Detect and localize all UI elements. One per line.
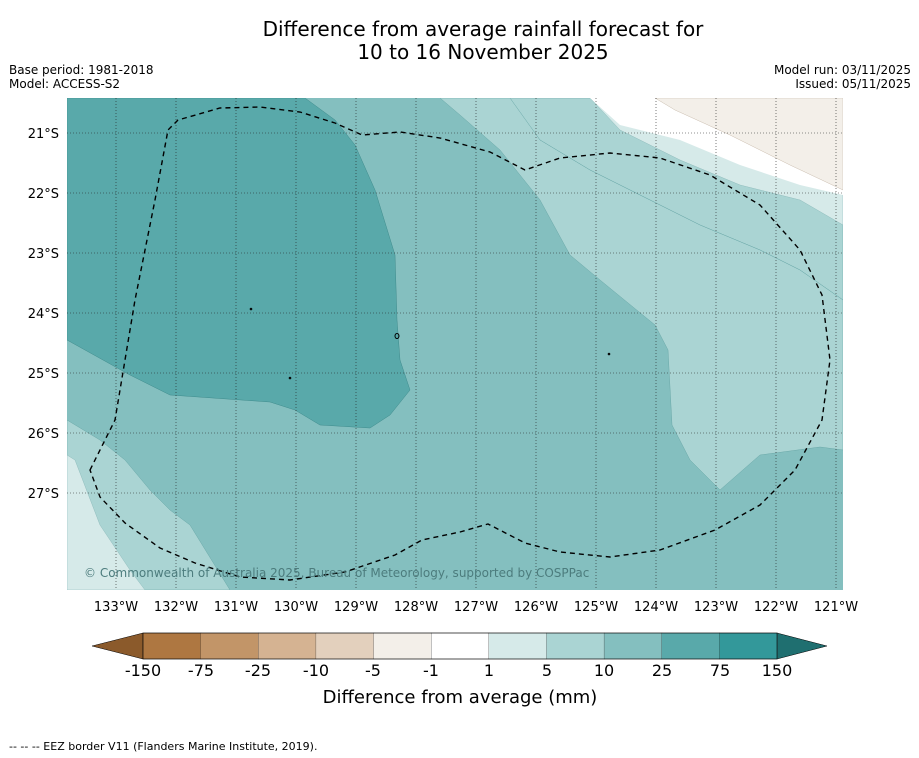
lat-label: 24°S [28,307,59,322]
colorbar-swatch [142,632,202,660]
lat-label: 22°S [28,187,59,202]
chart-title: Difference from average rainfall forecas… [0,18,919,64]
island-marker [288,376,292,380]
band-25-75 [67,98,411,429]
lon-label: 133°W [94,600,138,615]
lat-label: 21°S [28,127,59,142]
title-line-2: 10 to 16 November 2025 [357,40,609,64]
colorbar-outline [142,632,778,660]
model-run-text: Model run: 03/11/2025 [773,63,911,77]
lon-label: 128°W [394,600,438,615]
copyright-notice: © Commonwealth of Australia 2025, Bureau… [84,566,589,580]
lon-label: 130°W [274,600,318,615]
band-5-10-east [439,98,843,491]
colorbar-swatch [315,632,375,660]
colorbar-tick: -10 [303,661,329,680]
lon-label: 124°W [634,600,678,615]
colorbar-ticks: -150 -75 -25 -10 -5 -1 1 5 10 25 75 150 [125,661,792,680]
colorbar-label: Difference from average (mm) [323,687,598,708]
colorbar-swatch [373,632,432,660]
lat-label: 23°S [28,247,59,262]
graticule [67,98,843,590]
colorbar-tick: 5 [542,661,552,680]
island-marker [249,307,253,311]
lon-label: 121°W [814,600,858,615]
eez-border [89,106,831,581]
colorbar-tick: -1 [423,661,439,680]
metadata-left: Base period: 1981-2018 Model: ACCESS-S2 [9,63,154,91]
colorbar-tick: 150 [762,661,793,680]
colorbar-tick: -25 [245,661,271,680]
colorbar-tick: -5 [365,661,381,680]
colorbar-swatch [200,632,259,660]
islands [249,307,611,380]
colorbar-low-extension [91,632,144,660]
colorbar-tick: 75 [710,661,730,680]
colorbar-tick: 10 [594,661,614,680]
lon-label: 125°W [574,600,618,615]
lon-label: 123°W [694,600,738,615]
band-1-5-southwest [67,454,146,590]
lat-label: 25°S [28,367,59,382]
lon-label: 127°W [454,600,498,615]
colorbar-swatches [142,632,778,660]
colorbar-swatch [258,632,317,660]
lon-label: 126°W [514,600,558,615]
title-line-1: Difference from average rainfall forecas… [262,17,704,41]
colorbar-tick: 1 [484,661,494,680]
colorbar-swatch [661,632,721,660]
colorbar-swatch [431,632,490,660]
colorbar-swatch [603,632,663,660]
eez-legend-footer: -- -- -- EEZ border V11 (Flanders Marine… [9,740,318,753]
longitude-labels: 133°W 132°W 131°W 130°W 129°W 128°W 127°… [94,600,858,615]
metadata-right: Model run: 03/11/2025 Issued: 05/11/2025 [774,63,911,91]
lon-label: 122°W [754,600,798,615]
band-minus5-minus1 [654,98,843,191]
lon-label: 131°W [214,600,258,615]
lat-label: 27°S [28,487,59,502]
lon-label: 129°W [334,600,378,615]
colorbar-swatch [488,632,548,660]
colorbar-swatch [719,632,778,660]
island-marker [607,352,611,356]
island-marker [394,333,400,339]
colorbar: -150 -75 -25 -10 -5 -1 1 5 10 25 75 150 … [91,632,828,708]
colorbar-tick: -150 [125,661,161,680]
colorbar-high-extension [776,632,828,660]
map-area: © Commonwealth of Australia 2025, Bureau… [67,98,843,590]
model-text: Model: ACCESS-S2 [9,77,121,91]
lat-label: 26°S [28,427,59,442]
latitude-labels: 21°S 22°S 23°S 24°S 25°S 26°S 27°S [28,127,59,502]
colorbar-tick: 25 [652,661,672,680]
base-period-text: Base period: 1981-2018 [9,63,154,77]
issued-text: Issued: 05/11/2025 [795,77,911,91]
colorbar-tick: -75 [188,661,214,680]
colorbar-swatch [546,632,605,660]
lon-label: 132°W [154,600,198,615]
